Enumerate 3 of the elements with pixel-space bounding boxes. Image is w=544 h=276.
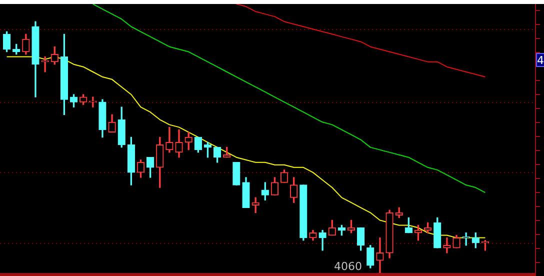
text: 4	[537, 54, 544, 67]
candlestick	[376, 237, 384, 273]
annotation: 4060	[334, 260, 362, 273]
